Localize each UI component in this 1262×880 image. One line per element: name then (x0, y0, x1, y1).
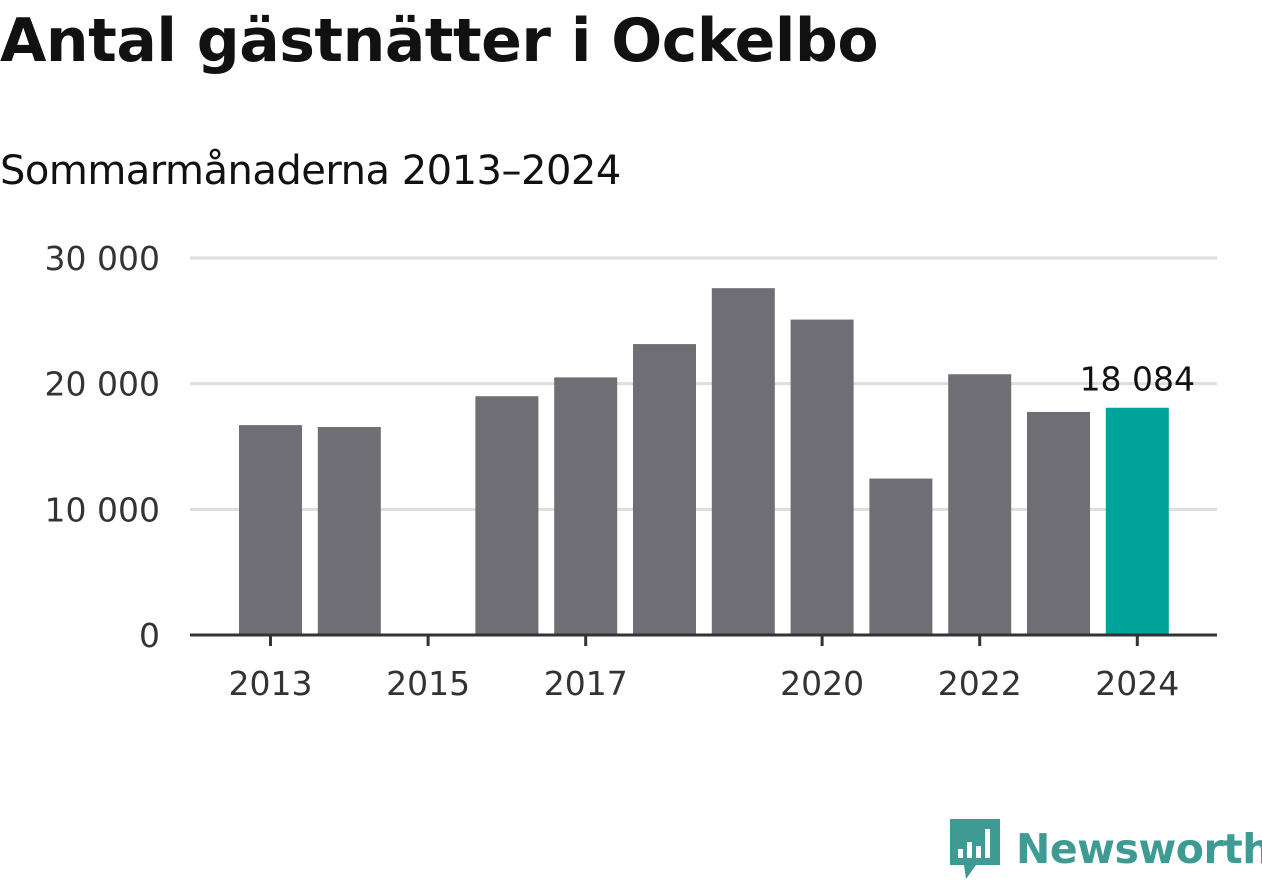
x-tick-label: 2024 (1095, 664, 1179, 703)
x-tick-label: 2022 (938, 664, 1022, 703)
bar-2021 (869, 478, 933, 635)
bar-2017 (554, 377, 618, 635)
bar-2019 (711, 288, 775, 635)
highlight-value-label: 18 084 (1080, 360, 1195, 399)
x-tick-label: 2015 (386, 664, 470, 703)
chart-title: Antal gästnätter i Ockelbo (0, 6, 879, 76)
newsworthy-logo: Newsworthy (950, 818, 1262, 880)
chart-subtitle: Sommarmånaderna 2013–2024 (0, 148, 621, 194)
y-tick-label: 30 000 (45, 239, 160, 278)
bar-2024 (1105, 407, 1169, 635)
y-tick-label: 20 000 (45, 365, 160, 404)
brand-name: Newsworthy (1016, 825, 1262, 873)
bar-2014 (317, 427, 381, 635)
x-tick-label: 2017 (544, 664, 628, 703)
bar-2022 (948, 374, 1012, 635)
bar-2023 (1027, 411, 1090, 635)
x-tick-label: 2020 (780, 664, 864, 703)
bar-2020 (790, 319, 854, 635)
y-axis-labels: 0 10 000 20 000 30 000 (45, 239, 160, 655)
y-tick-label: 0 (139, 616, 160, 655)
bars (239, 288, 1169, 635)
bar-chart-speech-bubble-icon (950, 819, 1000, 879)
annotations: 18 084 (1080, 360, 1195, 399)
x-axis: 2013 2015 2017 2020 2022 2024 (190, 633, 1217, 703)
bar-2016 (475, 396, 539, 635)
bar-2018 (633, 344, 696, 635)
y-tick-label: 10 000 (45, 490, 160, 529)
bar-2013 (239, 425, 302, 635)
x-tick-label: 2013 (229, 664, 313, 703)
